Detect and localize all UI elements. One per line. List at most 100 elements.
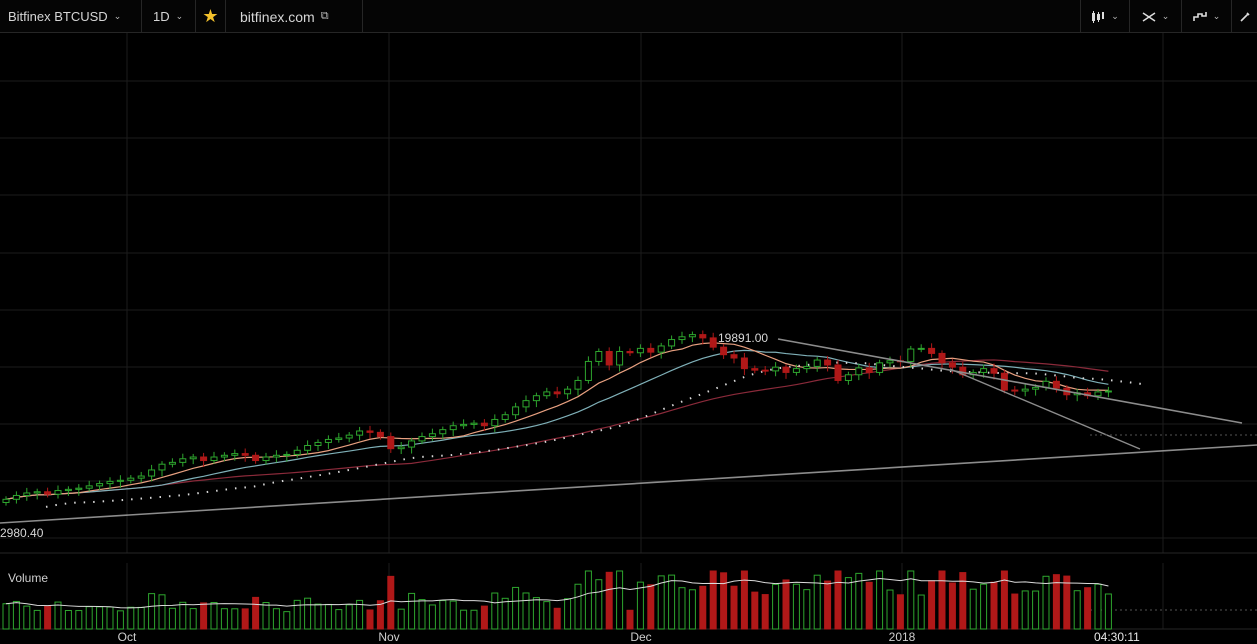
- candle-body: [387, 436, 395, 450]
- volume-bar: [990, 581, 998, 630]
- volume-bar: [948, 582, 956, 630]
- candle-body: [616, 350, 624, 366]
- candle-body: [834, 364, 842, 381]
- volume-bar: [605, 571, 613, 630]
- chart-grid: [0, 33, 1257, 630]
- candle-body: [512, 406, 520, 416]
- volume-bar: [96, 606, 104, 630]
- symbol-selector[interactable]: Bitfinex BTCUSD ⌄: [0, 0, 142, 33]
- candle-body: [876, 362, 884, 373]
- volume-bar: [678, 587, 686, 630]
- candle-body: [241, 453, 249, 456]
- volume-bar: [179, 601, 187, 630]
- volume-bar: [1073, 590, 1081, 630]
- volume-bar: [366, 609, 374, 630]
- candle-body: [200, 456, 208, 462]
- candle-body: [626, 350, 634, 354]
- indicators-button[interactable]: ⌄: [1182, 0, 1232, 33]
- candle-body: [272, 454, 280, 458]
- volume-bar: [418, 599, 426, 630]
- price-chart[interactable]: [0, 33, 1257, 644]
- volume-bar: [834, 570, 842, 630]
- volume-bar: [501, 597, 509, 630]
- volume-bar: [75, 610, 83, 630]
- candle-body: [699, 334, 707, 339]
- candle-body: [564, 388, 572, 395]
- volume-bar: [813, 574, 821, 630]
- volume-bar: [574, 583, 582, 630]
- candle-body: [293, 449, 301, 455]
- candle-body: [657, 345, 665, 353]
- candle-body: [584, 360, 592, 381]
- candle-body: [189, 456, 197, 460]
- candle-body: [553, 391, 561, 395]
- candle-body: [168, 461, 176, 465]
- volume-bar: [231, 608, 239, 630]
- volume-bar: [512, 586, 520, 630]
- candle-body: [54, 490, 62, 495]
- volume-bar: [356, 599, 364, 630]
- candle-body: [543, 391, 551, 397]
- volume-bar: [616, 570, 624, 630]
- interval-label: 1D: [153, 9, 170, 24]
- candle-body: [886, 360, 894, 364]
- volume-bar: [189, 608, 197, 630]
- lowest-price-label: 2980.40: [0, 526, 44, 540]
- volume-bar: [200, 602, 208, 630]
- chevron-down-icon: ⌄: [113, 11, 122, 21]
- volume-bar: [886, 589, 894, 630]
- volume-bar: [1104, 593, 1112, 630]
- candle-body: [324, 438, 332, 443]
- volume-bar: [116, 610, 124, 630]
- volume-bar: [1011, 593, 1019, 630]
- candle-body: [470, 422, 478, 425]
- interval-selector[interactable]: 1D ⌄: [142, 0, 196, 33]
- candle-body: [366, 430, 374, 433]
- candle-body: [1011, 389, 1019, 392]
- candle-body: [844, 374, 852, 381]
- candle-body: [948, 362, 956, 368]
- volume-bar: [293, 599, 301, 630]
- candle-body: [23, 492, 31, 496]
- candle-body: [668, 339, 676, 347]
- candle-body: [1021, 388, 1029, 392]
- candle-body: [803, 365, 811, 370]
- volume-pane-title: Volume: [8, 571, 49, 585]
- candle-body: [376, 431, 384, 438]
- volume-bar: [1042, 575, 1050, 630]
- candle-body: [96, 483, 104, 487]
- candle-body: [314, 441, 322, 447]
- indicators-icon: [1192, 11, 1207, 21]
- volume-bar: [969, 588, 977, 630]
- candle-body: [647, 347, 655, 353]
- volume-bar: [595, 579, 603, 630]
- ma-slow-line: [5, 359, 1109, 500]
- favorite-button[interactable]: ★: [196, 0, 226, 33]
- volume-bar: [387, 575, 395, 630]
- candle-body: [44, 491, 52, 495]
- volume-bar: [1032, 590, 1040, 630]
- candle-body: [439, 429, 447, 435]
- chart-style-button[interactable]: ⌄: [1080, 0, 1130, 33]
- volume-series: [2, 570, 1112, 630]
- volume-bar: [54, 601, 62, 630]
- candle-body: [938, 352, 946, 364]
- volume-bar: [449, 600, 457, 630]
- candle-body: [1104, 390, 1112, 393]
- volume-bar: [252, 596, 260, 630]
- volume-bar: [824, 580, 832, 630]
- compare-button[interactable]: ⌄: [1130, 0, 1182, 33]
- volume-bar: [439, 600, 447, 630]
- candle-body: [356, 430, 364, 436]
- volume-bar: [896, 594, 904, 630]
- x-tick-label: Oct: [117, 630, 137, 644]
- candle-body: [928, 347, 936, 354]
- candle-body: [761, 369, 769, 372]
- domain-link[interactable]: bitfinex.com ⧉: [226, 0, 363, 33]
- drawing-tools-button[interactable]: [1232, 0, 1257, 33]
- volume-bar: [480, 605, 488, 630]
- candle-body: [1000, 372, 1008, 391]
- volume-bar: [470, 609, 478, 630]
- candle-body: [491, 418, 499, 427]
- volume-bar: [241, 608, 249, 630]
